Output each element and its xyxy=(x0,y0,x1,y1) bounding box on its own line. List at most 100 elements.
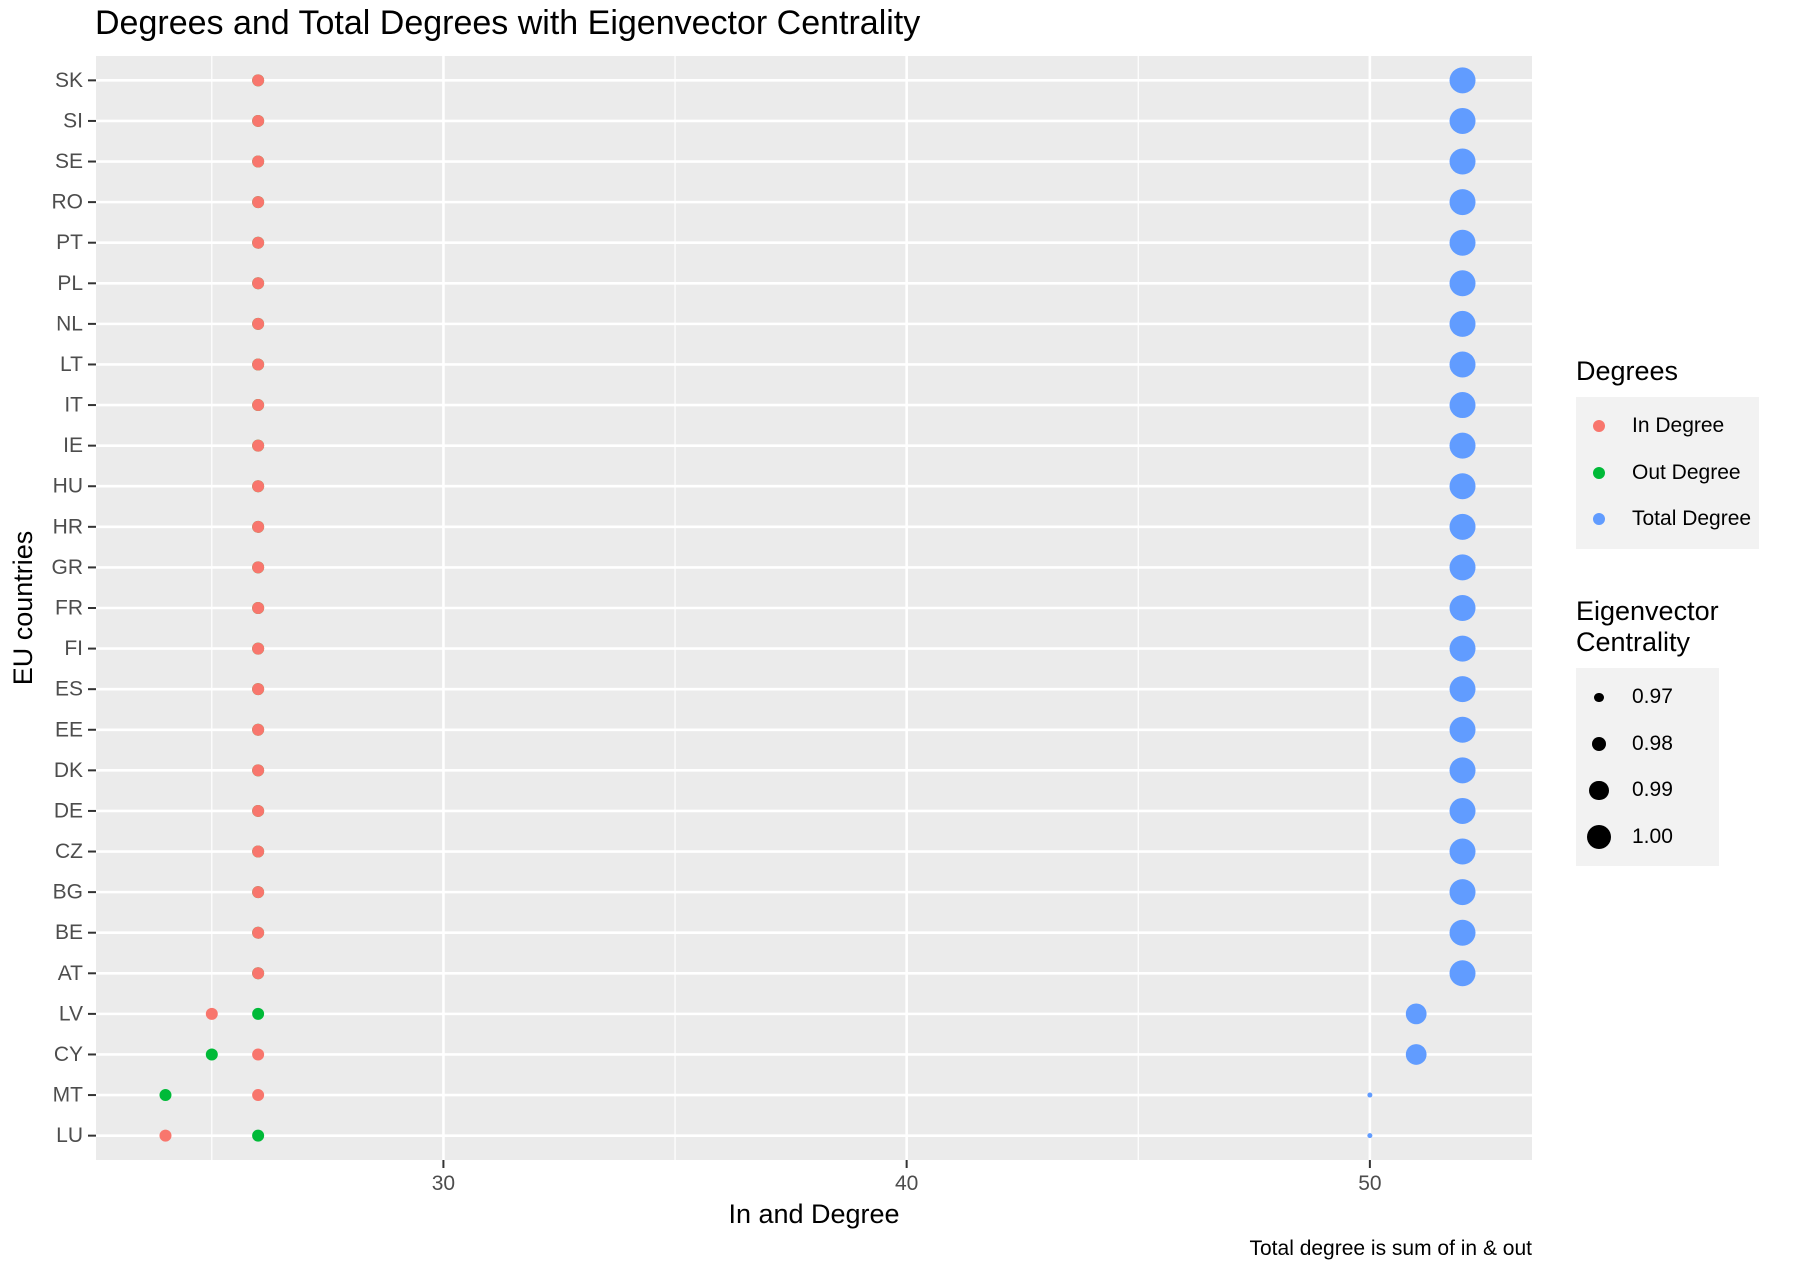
centrality-legend-keys: 0.97 0.98 0.99 1.00 xyxy=(1576,668,1719,866)
legend-dot-centrality-0-99 xyxy=(1589,780,1609,800)
point-in-degree-hr xyxy=(252,520,265,533)
y-tick-label-it: IT xyxy=(64,394,83,417)
y-tick-label-ro: RO xyxy=(52,191,84,214)
point-total-degree-be xyxy=(1449,919,1476,946)
x-tick-label: 40 xyxy=(895,1172,918,1195)
legend-label-centrality-0-99: 0.99 xyxy=(1632,778,1673,802)
legend-item-centrality-0-99: 0.99 xyxy=(1576,767,1711,814)
y-tick-label-hr: HR xyxy=(53,515,83,538)
y-tick-label-nl: NL xyxy=(56,312,83,335)
point-in-degree-lv xyxy=(205,1007,218,1020)
point-in-degree-lt xyxy=(252,358,265,371)
point-in-degree-fr xyxy=(252,602,265,614)
legend-dot-total-degree xyxy=(1593,513,1605,526)
point-in-degree-nl xyxy=(252,317,265,330)
y-tick-label-cy: CY xyxy=(54,1043,83,1066)
x-tick-label: 50 xyxy=(1358,1172,1381,1195)
x-axis-label: In and Degree xyxy=(728,1199,899,1229)
point-total-degree-lu xyxy=(1367,1133,1373,1139)
x-axis: 30 40 50 xyxy=(432,1160,1382,1195)
y-tick-label-lt: LT xyxy=(60,353,83,376)
y-tick-label-sk: SK xyxy=(55,69,83,92)
degrees-legend-keys: In Degree Out Degree Total Degree xyxy=(1576,397,1760,549)
legend-key-in-degree xyxy=(1576,420,1622,433)
point-total-degree-pl xyxy=(1449,270,1476,297)
point-total-degree-hr xyxy=(1449,513,1476,540)
data-points xyxy=(159,67,1476,1142)
point-in-degree-lu xyxy=(159,1129,172,1142)
point-total-degree-ee xyxy=(1449,716,1476,743)
legend-dot-centrality-0-97 xyxy=(1594,692,1604,702)
legend-item-centrality-0-98: 0.98 xyxy=(1576,721,1711,768)
point-total-degree-hu xyxy=(1449,473,1476,500)
legend-key-out-degree xyxy=(1576,466,1622,479)
point-out-degree-cy xyxy=(205,1048,218,1061)
legend-key-centrality-1-00 xyxy=(1576,824,1622,849)
y-tick-label-dk: DK xyxy=(54,759,83,782)
major-gridlines xyxy=(96,56,1532,1160)
y-tick-label-fr: FR xyxy=(55,597,83,620)
centrality-legend-title-line1: Eigenvector xyxy=(1576,596,1719,626)
y-tick-label-si: SI xyxy=(63,109,83,132)
y-tick-label-fi: FI xyxy=(64,637,83,660)
point-out-degree-lu xyxy=(252,1129,265,1142)
point-in-degree-be xyxy=(252,926,265,939)
y-tick-label-lu: LU xyxy=(56,1124,83,1147)
y-tick-label-ie: IE xyxy=(63,434,83,457)
legend-item-total-degree: Total Degree xyxy=(1576,496,1751,543)
y-tick-label-at: AT xyxy=(58,962,83,985)
legend-dot-out-degree xyxy=(1593,466,1605,479)
degrees-legend: Degrees In Degree Out Degree Total Degree xyxy=(1576,356,1760,549)
legend-label-total-degree: Total Degree xyxy=(1632,507,1752,531)
point-in-degree-ee xyxy=(252,723,265,736)
point-total-degree-nl xyxy=(1449,310,1476,337)
point-in-degree-de xyxy=(252,804,265,817)
centrality-legend-title-line2: Centrality xyxy=(1576,627,1691,657)
point-in-degree-pl xyxy=(252,277,265,290)
y-tick-label-pt: PT xyxy=(56,231,83,254)
legend-item-centrality-0-97: 0.97 xyxy=(1576,674,1711,721)
y-axis: LU MT CY LV AT BE BG CZ DE DK EE ES FI FR GR HR HU IE IT LT… xyxy=(52,69,96,1147)
point-total-degree-cz xyxy=(1449,838,1476,865)
y-tick-label-ee: EE xyxy=(55,718,83,741)
point-out-degree-mt xyxy=(159,1089,172,1102)
legend-label-centrality-1-00: 1.00 xyxy=(1632,824,1673,848)
point-in-degree-mt xyxy=(252,1089,265,1102)
point-total-degree-es xyxy=(1449,676,1476,703)
legend-label-centrality-0-98: 0.98 xyxy=(1632,731,1673,755)
legend-key-total-degree xyxy=(1576,513,1622,526)
point-in-degree-hu xyxy=(252,480,265,493)
centrality-legend: Eigenvector Centrality 0.97 0.98 0.99 1.00 xyxy=(1576,596,1719,866)
chart-caption: Total degree is sum of in & out xyxy=(1249,1237,1533,1260)
point-total-degree-dk xyxy=(1449,757,1476,784)
point-total-degree-de xyxy=(1449,797,1476,824)
point-in-degree-cy xyxy=(252,1048,265,1061)
point-in-degree-at xyxy=(252,967,265,980)
legend-key-centrality-0-98 xyxy=(1576,736,1622,751)
y-tick-label-pl: PL xyxy=(57,272,83,295)
y-tick-label-hu: HU xyxy=(53,475,83,498)
point-total-degree-sk xyxy=(1449,67,1476,94)
point-in-degree-ro xyxy=(252,196,265,209)
y-tick-label-de: DE xyxy=(54,799,83,822)
point-total-degree-lv xyxy=(1405,1003,1427,1025)
point-total-degree-se xyxy=(1449,148,1476,175)
x-tick-label: 30 xyxy=(432,1172,455,1195)
point-in-degree-gr xyxy=(252,561,265,574)
legend-dot-centrality-0-98 xyxy=(1591,736,1607,751)
point-total-degree-at xyxy=(1449,960,1476,987)
point-in-degree-fi xyxy=(252,642,265,655)
point-in-degree-pt xyxy=(252,236,265,249)
point-total-degree-gr xyxy=(1449,554,1476,581)
point-total-degree-si xyxy=(1449,107,1476,134)
legend-item-out-degree: Out Degree xyxy=(1576,450,1751,497)
point-total-degree-bg xyxy=(1449,879,1476,906)
point-total-degree-it xyxy=(1449,392,1476,419)
legend-label-out-degree: Out Degree xyxy=(1632,460,1741,484)
chart-title: Degrees and Total Degrees with Eigenvect… xyxy=(95,4,921,42)
point-in-degree-ie xyxy=(252,439,265,452)
point-in-degree-dk xyxy=(252,764,265,777)
legend-dot-in-degree xyxy=(1593,420,1605,433)
point-total-degree-ro xyxy=(1449,189,1476,216)
